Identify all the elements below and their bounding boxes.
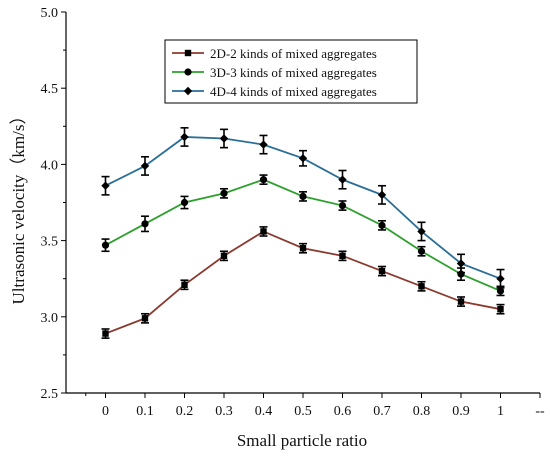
legend-label: 2D-2 kinds of mixed aggregates: [210, 46, 377, 61]
data-point: [181, 281, 188, 288]
data-point: [299, 192, 307, 201]
data-point: [417, 227, 426, 236]
data-point: [417, 247, 426, 255]
x-tick-label: --: [535, 404, 545, 419]
data-point: [180, 198, 189, 207]
data-point: [497, 305, 504, 313]
data-point: [496, 287, 505, 295]
data-point: [102, 330, 109, 337]
data-point: [259, 176, 268, 184]
data-point: [184, 49, 192, 57]
data-point: [183, 86, 193, 96]
x-tick-label: 0.9: [452, 404, 470, 419]
x-tick-label: 0.1: [136, 404, 154, 419]
x-tick-label: 0.6: [334, 404, 352, 419]
y-tick-label: 2.5: [41, 387, 59, 402]
data-point: [141, 220, 149, 228]
x-tick-label: 0.3: [215, 404, 233, 419]
y-axis-title: Ultrasonic velocity（km/s）: [9, 108, 28, 305]
x-tick-label: 0.5: [294, 404, 312, 419]
data-point: [378, 221, 386, 229]
y-tick-label: 3.5: [41, 235, 59, 250]
data-point: [338, 201, 347, 210]
data-point: [299, 245, 307, 252]
series-2: [101, 174, 505, 297]
data-point: [101, 241, 110, 249]
data-point: [184, 68, 192, 76]
series-3: [101, 127, 505, 289]
data-point: [141, 315, 149, 322]
data-point: [339, 252, 346, 260]
x-tick-label: 0: [102, 404, 109, 419]
data-point: [457, 298, 465, 305]
series-1: [101, 226, 505, 339]
data-point: [338, 175, 347, 184]
data-point: [220, 252, 228, 260]
data-point: [418, 283, 425, 290]
series-group: [101, 127, 505, 339]
data-point: [378, 267, 386, 275]
x-tick-label: 0.7: [373, 404, 391, 419]
axes: 2.5 3.0 3.5 4.0 4.5 5.0 0 0.1 0.2 0.3 0.4 0.5 0.6 0.7…: [41, 6, 545, 419]
data-point: [260, 228, 267, 235]
y-tick-label: 4.0: [41, 158, 59, 173]
x-tick-label: 0.2: [176, 404, 194, 419]
legend-label: 3D-3 kinds of mixed aggregates: [210, 65, 377, 80]
x-tick-label: 0.8: [413, 404, 431, 419]
data-point: [140, 161, 150, 171]
y-tick-label: 3.0: [41, 311, 59, 326]
data-point: [259, 140, 268, 149]
data-point: [456, 259, 466, 268]
y-tick-label: 5.0: [41, 6, 59, 21]
data-point: [298, 154, 308, 163]
x-tick-label: 1: [497, 404, 504, 419]
x-tick-label: 0.4: [255, 404, 273, 419]
x-axis-title: Small particle ratio: [237, 431, 367, 450]
legend: 2D-2 kinds of mixed aggregates 3D-3 kinds…: [164, 39, 418, 104]
data-point: [219, 134, 229, 143]
data-point: [220, 189, 228, 197]
data-point: [496, 274, 505, 283]
legend-label: 4D-4 kinds of mixed aggregates: [210, 84, 377, 99]
y-tick-label: 4.5: [41, 82, 59, 97]
data-point: [101, 181, 110, 190]
data-point: [180, 132, 189, 142]
legend-box: [164, 39, 418, 104]
data-point: [377, 190, 387, 200]
